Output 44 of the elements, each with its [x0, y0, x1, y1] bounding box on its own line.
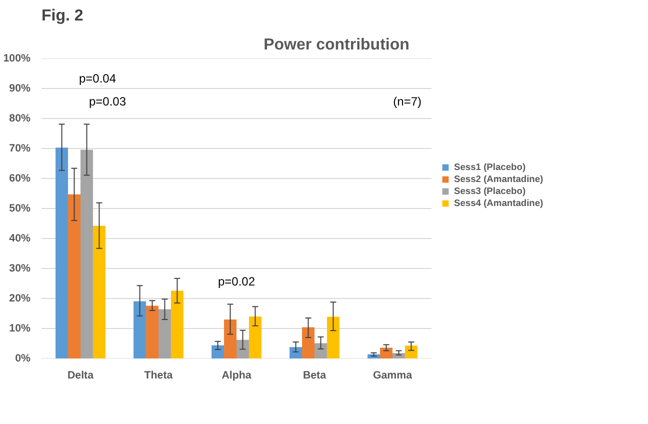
y-tick-label: 10% — [9, 322, 32, 334]
bar — [290, 347, 302, 358]
bar — [134, 301, 146, 358]
bar — [380, 348, 392, 358]
caption: Fig. 2 — [42, 8, 84, 24]
bar — [68, 194, 80, 358]
bar — [56, 148, 68, 358]
x-tick-label: Alpha — [222, 370, 252, 382]
y-tick-label: 90% — [9, 82, 32, 94]
bar — [158, 309, 171, 358]
bar — [224, 320, 236, 358]
y-tick-label: 100% — [3, 52, 32, 64]
annotation: (n=7) — [393, 94, 422, 108]
bar — [146, 306, 158, 358]
x-tick-label: Theta — [144, 370, 173, 382]
legend-label: Sess1 (Placebo) — [454, 162, 526, 172]
annotation: p=0.03 — [88, 94, 126, 108]
bar — [80, 150, 93, 358]
x-tick-label: Beta — [302, 370, 326, 382]
bar — [92, 226, 106, 358]
y-tick-label: 60% — [9, 172, 32, 184]
bar — [326, 316, 340, 358]
chart-title: Power contribution — [264, 36, 410, 54]
x-tick-label: Gamma — [372, 370, 412, 382]
x-tick-label: Delta — [67, 370, 94, 382]
bar — [170, 290, 184, 358]
y-tick-label: 80% — [9, 112, 32, 124]
bar — [404, 346, 418, 358]
y-tick-label: 20% — [9, 292, 32, 304]
legend-label: Sess3 (Placebo) — [454, 186, 526, 196]
annotation: p=0.02 — [218, 274, 256, 288]
y-tick-label: 0% — [15, 352, 32, 364]
bar — [236, 340, 249, 358]
y-tick-label: 40% — [9, 232, 32, 244]
bar — [248, 316, 262, 358]
bar — [212, 345, 224, 358]
bar — [302, 327, 314, 358]
legend-label: Sess4 (Amantadine) — [454, 198, 544, 208]
legend-label: Sess2 (Amantadine) — [454, 174, 544, 184]
y-tick-label: 70% — [9, 142, 32, 154]
y-tick-label: 30% — [9, 262, 32, 274]
bar — [314, 343, 327, 358]
annotation: p=0.04 — [78, 72, 116, 86]
y-tick-label: 50% — [9, 202, 32, 214]
